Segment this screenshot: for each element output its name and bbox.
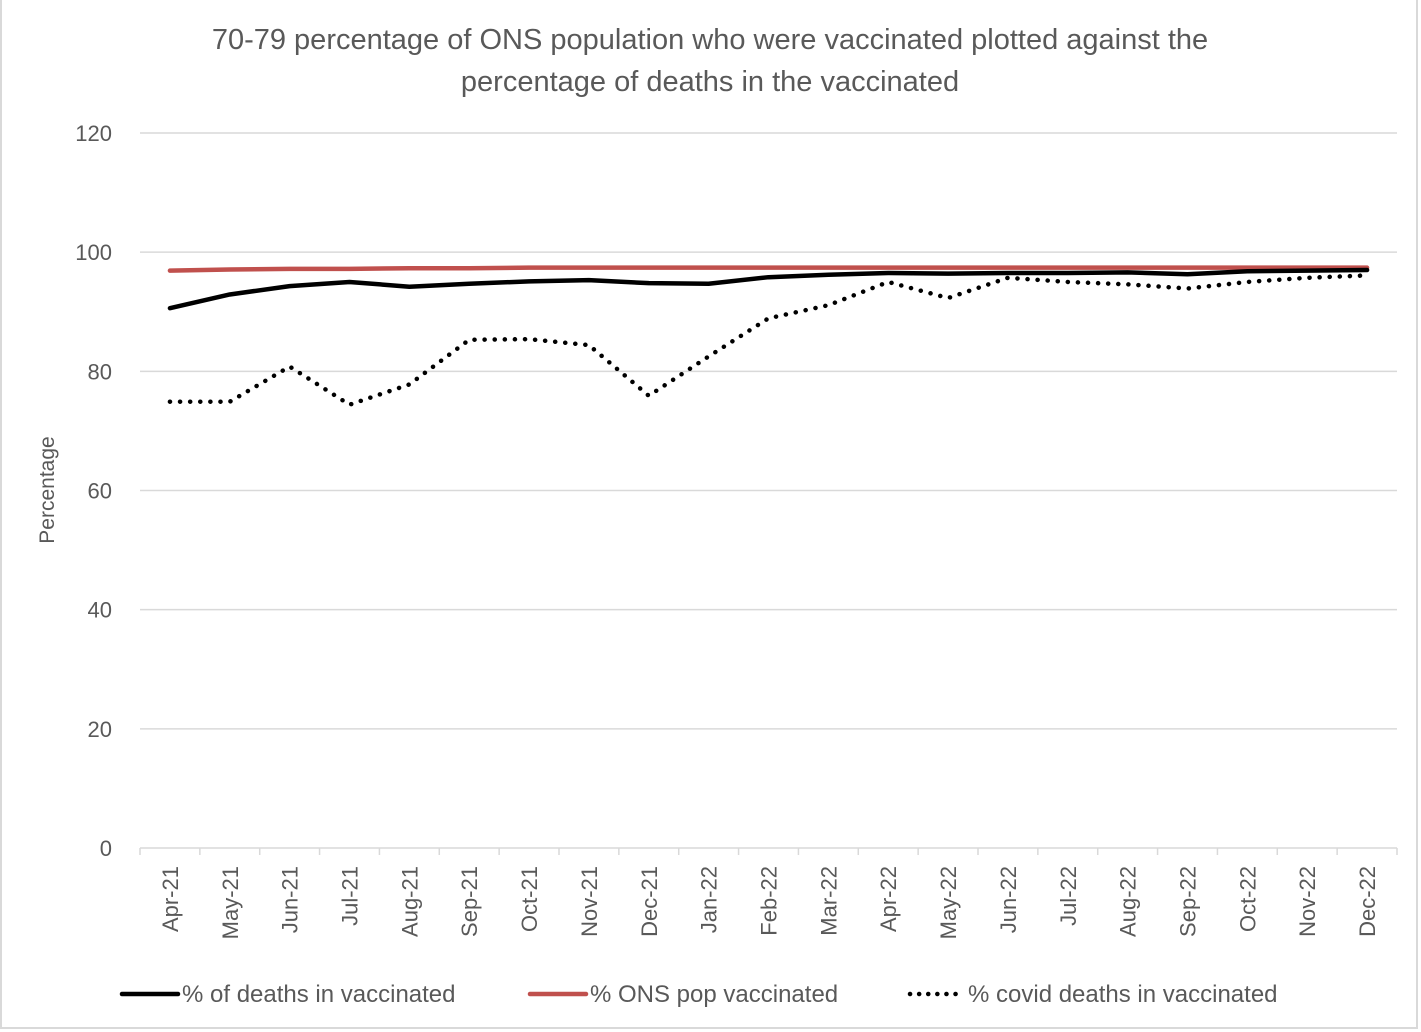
y-tick-label-120: 120 — [75, 121, 112, 146]
y-tick-label-20: 20 — [88, 717, 112, 742]
y-tick-label-60: 60 — [88, 479, 112, 504]
x-tick-label: Sep-22 — [1176, 866, 1201, 937]
x-tick-label: Nov-22 — [1295, 866, 1320, 937]
x-tick-label: Aug-22 — [1116, 866, 1141, 937]
x-tick-label: Dec-21 — [637, 866, 662, 937]
x-tick-label: Aug-21 — [397, 866, 422, 937]
y-axis-label: Percentage — [36, 436, 59, 543]
x-tick-label: Sep-21 — [457, 866, 482, 937]
x-tick-label: Jul-22 — [1056, 866, 1081, 926]
x-tick-label: Dec-22 — [1355, 866, 1380, 937]
legend-label-of-deaths-in-vaccinated: % of deaths in vaccinated — [182, 981, 456, 1008]
y-tick-label-0: 0 — [100, 836, 112, 861]
x-tick-label: Nov-21 — [577, 866, 602, 937]
x-tick-label: Mar-22 — [816, 866, 841, 936]
y-tick-label-80: 80 — [88, 359, 112, 384]
chart-title-line-1: 70-79 percentage of ONS population who w… — [212, 24, 1208, 56]
y-tick-label-40: 40 — [88, 598, 112, 623]
legend-label-covid-deaths-in-vaccinated: % covid deaths in vaccinated — [968, 981, 1278, 1008]
x-tick-label: Feb-22 — [757, 866, 782, 936]
x-tick-label: Oct-21 — [517, 866, 542, 932]
x-tick-label: Jun-22 — [996, 866, 1021, 933]
x-tick-label: May-21 — [218, 866, 243, 939]
y-tick-label-100: 100 — [75, 240, 112, 265]
x-tick-label: Apr-22 — [876, 866, 901, 932]
x-tick-label: Jun-21 — [278, 866, 303, 933]
chart-title-line-2: percentage of deaths in the vaccinated — [461, 66, 959, 98]
series-line-ons-pop-vaccinated — [167, 265, 1370, 273]
series-line-covid-deaths-in-vaccinated — [167, 273, 1370, 407]
x-tick-label: Jul-21 — [338, 866, 363, 926]
legend-label-ons-pop-vaccinated: % ONS pop vaccinated — [590, 981, 838, 1008]
x-tick-label: Oct-22 — [1235, 866, 1260, 932]
x-tick-label: Jan-22 — [697, 866, 722, 933]
x-tick-label: May-22 — [936, 866, 961, 939]
x-tick-label: Apr-21 — [158, 866, 183, 932]
